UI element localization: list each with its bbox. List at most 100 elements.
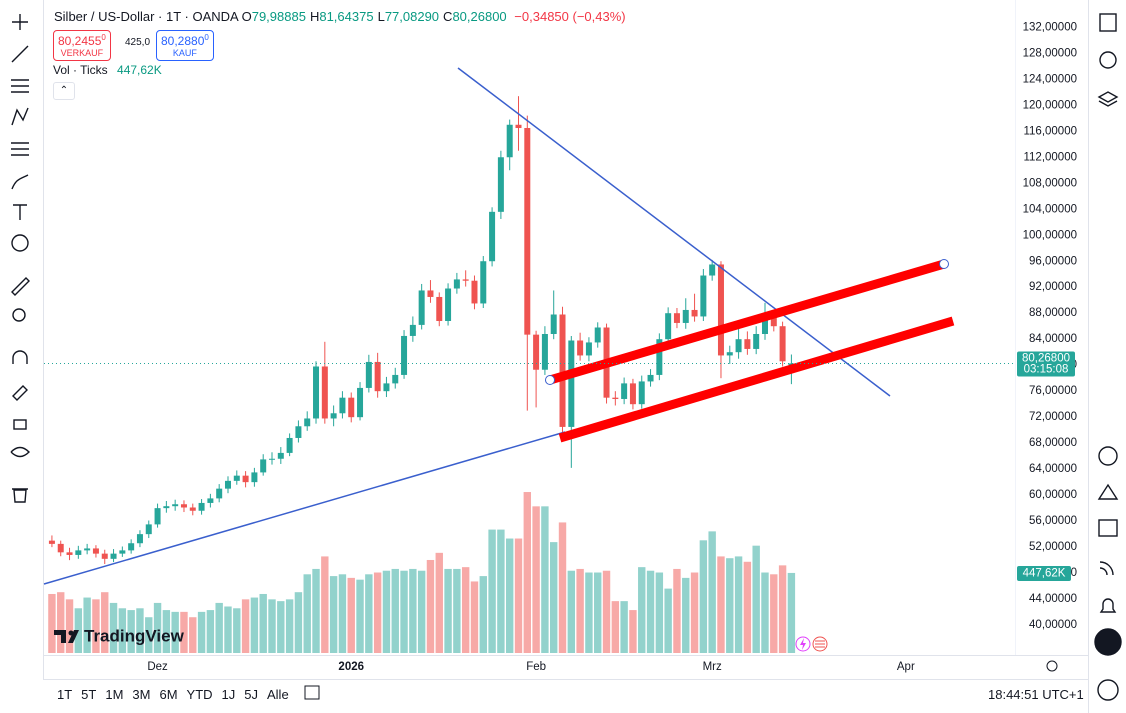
ohlc-value: 80,26800 bbox=[452, 9, 507, 24]
range-button[interactable]: 1T bbox=[57, 687, 73, 702]
volume-bar bbox=[611, 601, 620, 653]
volume-bar bbox=[382, 570, 391, 653]
candle-body bbox=[339, 397, 346, 414]
volume-bar bbox=[153, 602, 162, 653]
sell-price: 80,2455 bbox=[58, 34, 102, 48]
tool-layers[interactable] bbox=[1097, 91, 1119, 107]
volume-layer bbox=[48, 492, 796, 653]
volume-bar bbox=[682, 577, 690, 653]
candle-body bbox=[533, 334, 540, 370]
trend-line[interactable] bbox=[457, 67, 891, 397]
tool-delete[interactable] bbox=[12, 488, 28, 503]
volume-bar bbox=[787, 572, 796, 653]
candle-body bbox=[559, 314, 566, 427]
candle-body bbox=[541, 333, 548, 370]
range-button[interactable]: 6M bbox=[159, 687, 178, 702]
tool-projection[interactable] bbox=[11, 142, 29, 156]
volume-bar bbox=[778, 565, 787, 653]
settings-button[interactable] bbox=[1046, 660, 1058, 672]
candle-body bbox=[374, 361, 381, 392]
candle-layer bbox=[48, 96, 795, 565]
range-button[interactable]: 1M bbox=[105, 687, 124, 702]
change: −0,34850 (−0,43%) bbox=[514, 9, 626, 24]
tool-trendline[interactable] bbox=[11, 45, 29, 63]
y-tick-label: 68,00000 bbox=[1029, 437, 1077, 449]
tool-pine[interactable] bbox=[1097, 483, 1119, 500]
candle-body bbox=[233, 475, 240, 481]
candle-body bbox=[251, 472, 258, 483]
range-button[interactable]: 5T bbox=[81, 687, 97, 702]
tool-notifications[interactable] bbox=[1099, 598, 1117, 613]
volume-bar bbox=[664, 588, 672, 653]
channel-line[interactable] bbox=[558, 316, 955, 443]
watermark: TradingView bbox=[54, 626, 185, 645]
candle-body bbox=[392, 374, 399, 384]
tool-fib[interactable] bbox=[11, 79, 29, 93]
tool-brush[interactable] bbox=[11, 174, 29, 190]
trend-line[interactable] bbox=[43, 431, 566, 585]
candle-body bbox=[779, 326, 786, 362]
candle-body bbox=[629, 383, 636, 405]
volume-bar bbox=[550, 542, 558, 653]
tool-ideas[interactable] bbox=[1098, 446, 1118, 466]
range-button[interactable]: YTD bbox=[186, 687, 213, 702]
volume-bar bbox=[576, 568, 584, 653]
range-button[interactable]: 5J bbox=[244, 687, 258, 702]
volume-bar bbox=[171, 611, 179, 653]
volume-bar bbox=[470, 581, 479, 653]
date-range-button[interactable] bbox=[304, 685, 320, 700]
candle-body bbox=[550, 314, 557, 334]
range-button[interactable]: Alle bbox=[267, 687, 289, 702]
tool-lock-drawing[interactable] bbox=[12, 385, 28, 401]
y-tick-label: 72,00000 bbox=[1029, 411, 1077, 423]
drawing-handle[interactable] bbox=[939, 259, 949, 269]
volume-bar bbox=[743, 561, 752, 653]
buy-button[interactable]: 80,28800 KAUF bbox=[156, 30, 214, 61]
sell-button[interactable]: 80,24550 VERKAUF bbox=[53, 30, 111, 61]
tool-crosshair[interactable] bbox=[12, 14, 28, 30]
volume-legend: Vol · Ticks 447,62K bbox=[53, 63, 162, 77]
tool-alerts[interactable] bbox=[1099, 51, 1117, 69]
x-tick-label: 2026 bbox=[338, 661, 364, 673]
tool-magnet[interactable] bbox=[12, 350, 28, 364]
channel-line[interactable] bbox=[548, 259, 946, 385]
candle-body bbox=[136, 534, 143, 544]
range-button[interactable]: 1J bbox=[221, 687, 236, 702]
watermark-text: TradingView bbox=[84, 626, 185, 645]
tool-emoji[interactable] bbox=[11, 234, 29, 252]
volume-bar bbox=[602, 570, 611, 653]
volume-bar bbox=[558, 522, 567, 653]
ohlc-label: L bbox=[377, 9, 385, 24]
ohlc-label: C bbox=[443, 9, 453, 24]
tool-watchlist[interactable] bbox=[1099, 13, 1117, 32]
tool-stream[interactable] bbox=[1099, 561, 1114, 576]
volume-bar bbox=[417, 570, 426, 653]
drawing-handle[interactable] bbox=[545, 375, 555, 385]
volume-bar bbox=[241, 599, 250, 653]
volume-bar bbox=[303, 574, 311, 653]
tool-ruler[interactable] bbox=[11, 277, 30, 296]
tool-lock[interactable] bbox=[13, 419, 27, 430]
collapse-legend-button[interactable]: ⌃ bbox=[53, 82, 75, 100]
candle-body bbox=[735, 339, 742, 353]
tool-text[interactable] bbox=[13, 204, 27, 220]
candle-body bbox=[383, 383, 390, 392]
volume-bar bbox=[233, 608, 241, 653]
tool-apps[interactable] bbox=[1094, 628, 1122, 656]
candle-body bbox=[84, 548, 91, 551]
tool-zoom[interactable] bbox=[12, 308, 26, 322]
symbol-title: Silber / US-Dollar · 1T · OANDA bbox=[54, 9, 238, 24]
tool-pattern[interactable] bbox=[11, 107, 29, 126]
volume-bar bbox=[461, 567, 470, 653]
candle-body bbox=[365, 361, 372, 388]
event-icon-glyph bbox=[800, 638, 806, 650]
tool-calendar[interactable] bbox=[1098, 519, 1118, 537]
candle-body bbox=[295, 426, 302, 438]
tool-visibility[interactable] bbox=[10, 446, 30, 458]
range-button[interactable]: 3M bbox=[132, 687, 151, 702]
volume-bar bbox=[180, 611, 188, 653]
candle-body bbox=[401, 335, 408, 375]
tool-help[interactable] bbox=[1097, 679, 1119, 701]
ohlc-value: 81,64375 bbox=[319, 9, 374, 24]
